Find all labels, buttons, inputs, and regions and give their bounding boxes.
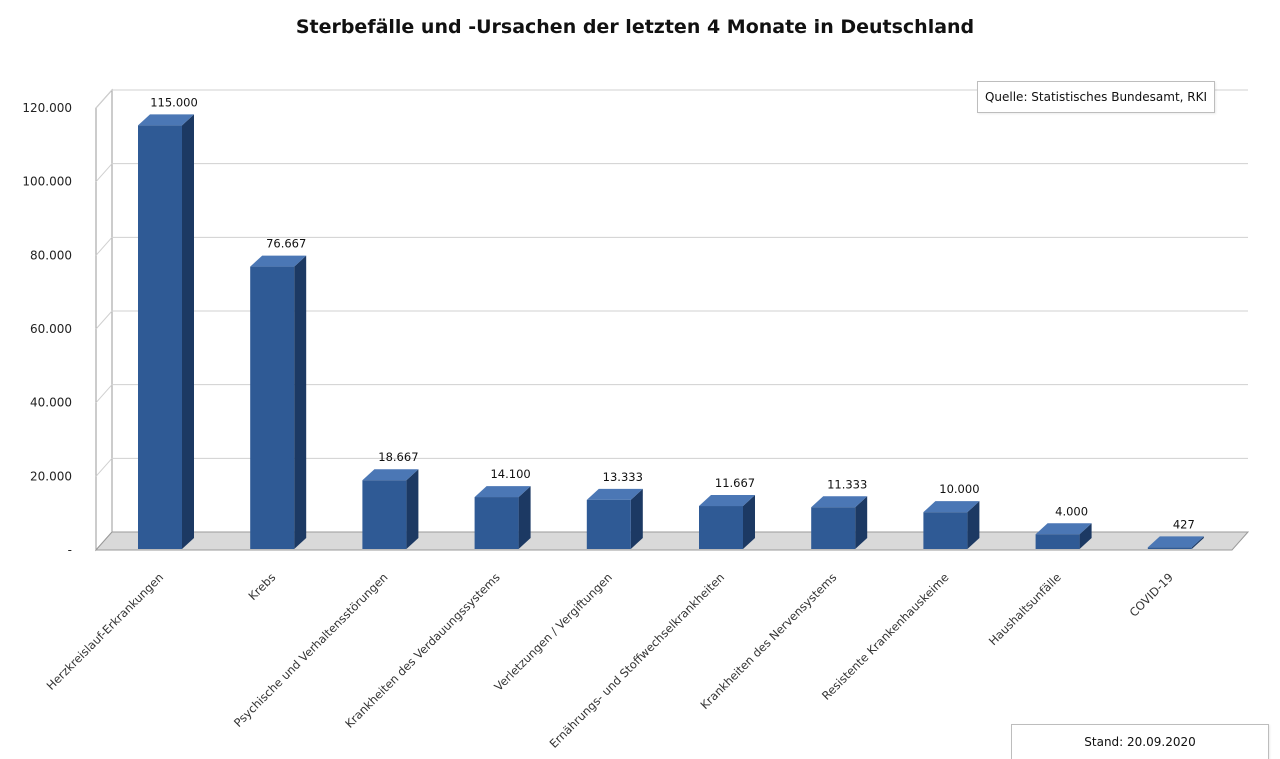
- bar: [699, 495, 755, 549]
- y-tick-label: 100.000: [22, 175, 72, 189]
- value-label: 14.100: [490, 467, 530, 481]
- bar-front: [1147, 547, 1192, 549]
- gridline-side: [95, 163, 113, 182]
- x-tick-label: Resistente Krankenhauskeime: [819, 570, 952, 703]
- bar-front: [362, 480, 407, 549]
- bar-front: [586, 499, 631, 549]
- bar-top: [1147, 536, 1204, 548]
- bar: [811, 496, 868, 549]
- x-tick-label: Ernährungs- und Stoffwechselkrankheiten: [547, 570, 728, 751]
- y-tick-label: 20.000: [30, 469, 72, 483]
- bar-side: [1079, 523, 1092, 549]
- date-note-box: Stand: 20.09.2020: [1011, 724, 1269, 759]
- bar-top: [250, 255, 307, 267]
- bar-side: [182, 114, 194, 550]
- y-tick-label: 80.000: [30, 248, 72, 262]
- bar: [138, 114, 194, 550]
- gridline-side: [95, 310, 113, 330]
- value-label: 10.000: [939, 482, 979, 496]
- y-tick-label: 40.000: [30, 396, 72, 410]
- gridline-side: [95, 458, 113, 477]
- bar: [1035, 523, 1092, 549]
- value-labels: 115.000 76.667 18.667 14.100 13.333 11.667 11.…: [150, 95, 1195, 531]
- bar-top: [1035, 523, 1092, 535]
- bar: [586, 488, 643, 549]
- bar-front: [923, 512, 968, 549]
- bar-side: [630, 488, 643, 549]
- bar-top: [811, 496, 868, 508]
- value-label: 13.333: [603, 470, 643, 484]
- value-label: 11.667: [715, 476, 755, 490]
- bar-top: [699, 495, 755, 507]
- bar-front: [138, 125, 182, 550]
- gridline-side: [95, 384, 113, 403]
- bars: [138, 114, 1204, 550]
- y-tick-label: 60.000: [30, 322, 72, 336]
- y-tick-label: -: [68, 543, 72, 557]
- y-axis-ticks: - 20.000 40.000 60.000 80.000 100.000 120.000: [22, 101, 72, 557]
- bar-top: [923, 501, 980, 513]
- value-label: 18.667: [378, 450, 418, 464]
- y-tick-label: 120.000: [22, 101, 72, 115]
- source-note-box: Quelle: Statistisches Bundesamt, RKI: [977, 81, 1215, 113]
- x-tick-label: Haushaltsunfälle: [986, 570, 1064, 648]
- x-tick-label: Herzkreislauf-Erkrankungen: [44, 570, 167, 693]
- bar-side: [294, 255, 307, 550]
- x-axis-labels: Herzkreislauf-Erkrankungen KrebsPsychisch…: [44, 570, 1176, 751]
- bar: [250, 255, 307, 550]
- bar-side: [855, 496, 868, 549]
- bar-side: [967, 501, 980, 549]
- bar-top: [474, 486, 531, 498]
- value-label: 115.000: [150, 95, 198, 109]
- value-label: 76.667: [266, 237, 306, 251]
- bar: [923, 501, 980, 549]
- bar-top: [586, 488, 643, 500]
- bar: [362, 469, 419, 549]
- x-tick-label: COVID-19: [1127, 570, 1176, 619]
- bar-side: [406, 469, 419, 549]
- bar: [1147, 536, 1204, 549]
- bar-front: [250, 266, 295, 549]
- value-label: 11.333: [827, 477, 867, 491]
- chart-title: Sterbefälle und -Ursachen der letzten 4 …: [295, 16, 975, 38]
- bar-front: [811, 507, 856, 549]
- x-tick-label: Krankheiten des Nervensystems: [698, 570, 840, 712]
- value-label: 4.000: [1055, 504, 1088, 518]
- bar-front: [699, 506, 743, 549]
- bar-side: [743, 495, 755, 549]
- bar-side: [518, 486, 531, 549]
- bar-top: [362, 469, 419, 481]
- bar-front: [1035, 534, 1080, 549]
- bar-side: [1191, 536, 1204, 549]
- x-tick-label: Verletzungen / Vergiftungen: [491, 570, 615, 694]
- gridline-side: [95, 237, 113, 256]
- source-note: Quelle: Statistisches Bundesamt, RKI: [984, 90, 1208, 104]
- bar-top: [138, 114, 194, 126]
- value-label: 427: [1173, 517, 1195, 531]
- bar: [474, 486, 531, 549]
- gridline-side: [95, 89, 113, 109]
- x-tick-label: Krebs: [246, 570, 279, 603]
- date-note: Stand: 20.09.2020: [1084, 735, 1196, 749]
- bar-front: [474, 497, 519, 549]
